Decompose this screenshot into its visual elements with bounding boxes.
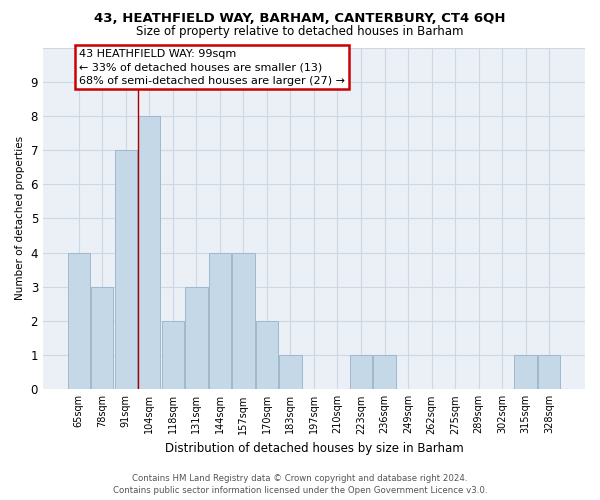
Bar (373, 355, 396, 390)
Text: Contains HM Land Registry data © Crown copyright and database right 2024.
Contai: Contains HM Land Registry data © Crown c… (113, 474, 487, 495)
Bar (514, 355, 537, 390)
Bar (279, 355, 302, 390)
Bar (68, 252, 90, 390)
X-axis label: Distribution of detached houses by size in Barham: Distribution of detached houses by size … (164, 442, 463, 455)
Y-axis label: Number of detached properties: Number of detached properties (15, 136, 25, 300)
Bar (350, 355, 372, 390)
Text: 43, HEATHFIELD WAY, BARHAM, CANTERBURY, CT4 6QH: 43, HEATHFIELD WAY, BARHAM, CANTERBURY, … (94, 12, 506, 26)
Bar (91, 287, 113, 390)
Bar (161, 321, 184, 390)
Bar (115, 150, 137, 390)
Bar (209, 252, 231, 390)
Bar (256, 321, 278, 390)
Text: Size of property relative to detached houses in Barham: Size of property relative to detached ho… (136, 25, 464, 38)
Bar (138, 116, 160, 390)
Bar (185, 287, 208, 390)
Bar (232, 252, 254, 390)
Text: 43 HEATHFIELD WAY: 99sqm
← 33% of detached houses are smaller (13)
68% of semi-d: 43 HEATHFIELD WAY: 99sqm ← 33% of detach… (79, 49, 345, 86)
Bar (538, 355, 560, 390)
